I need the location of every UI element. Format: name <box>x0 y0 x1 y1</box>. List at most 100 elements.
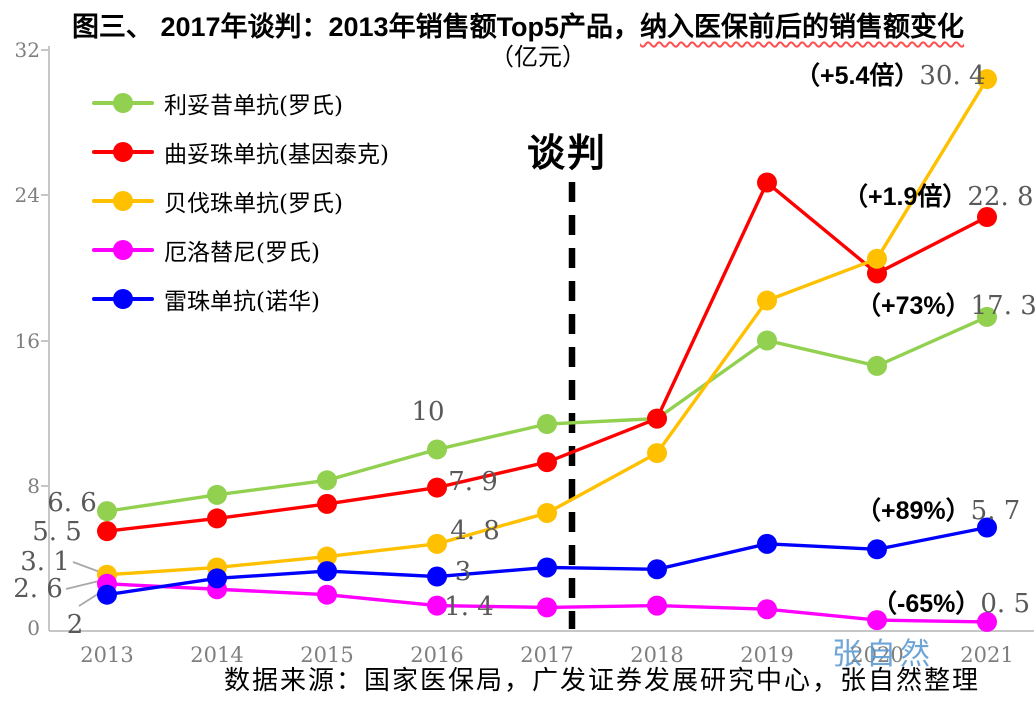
point-value-label: 7. 9 <box>448 467 498 497</box>
legend-label: 厄洛替尼(罗氏) <box>164 239 320 266</box>
data-point-marker <box>977 611 997 632</box>
growth-annotation-change: （+89%） <box>856 497 971 525</box>
leader-line <box>65 580 100 590</box>
data-point-marker <box>537 452 557 473</box>
data-point-marker <box>757 290 777 311</box>
growth-annotation: （+73%）17. 3 <box>856 286 1036 322</box>
data-point-marker <box>537 502 557 523</box>
y-axis-tick-label: 8 <box>27 474 40 498</box>
data-point-marker <box>537 414 557 435</box>
point-value-label: 3. 1 <box>20 547 70 577</box>
data-point-marker <box>647 595 667 616</box>
legend-marker-icon <box>92 92 154 113</box>
data-point-marker <box>317 546 337 567</box>
data-point-marker <box>867 355 887 376</box>
point-value-label: 1. 4 <box>444 592 494 622</box>
legend-item-ranibizumab: 雷珠单抗(诺华) <box>92 274 389 323</box>
data-point-marker <box>977 207 997 228</box>
growth-annotation-value: 22. 8 <box>967 182 1034 212</box>
data-point-marker <box>757 330 777 351</box>
data-point-marker <box>757 599 777 620</box>
point-value-label: 6. 6 <box>47 488 97 518</box>
data-point-marker <box>317 493 337 514</box>
growth-annotation: （-65%）0. 5 <box>872 584 1030 620</box>
legend: 利妥昔单抗(罗氏) 曲妥珠单抗(基因泰克) 贝伐珠单抗(罗氏) 厄洛替尼(罗氏)… <box>92 78 389 323</box>
data-point-marker <box>977 517 997 538</box>
data-point-marker <box>97 521 117 542</box>
data-point-marker <box>427 533 447 554</box>
x-axis-tick-label: 2013 <box>80 643 134 667</box>
data-point-marker <box>977 69 997 90</box>
data-point-marker <box>757 533 777 554</box>
growth-annotation-value: 5. 7 <box>970 496 1021 526</box>
chart-unit-subtitle: （亿元） <box>490 43 586 71</box>
data-point-marker <box>207 568 227 589</box>
x-axis-tick-label: 2021 <box>960 643 1014 667</box>
data-source-note: 数据来源：国家医保局，广发证券发展研究中心，张自然整理 <box>224 666 981 696</box>
growth-annotation: （+89%）5. 7 <box>856 491 1020 527</box>
growth-annotation: （+1.9倍）22. 8 <box>843 177 1034 213</box>
data-point-marker <box>97 501 117 522</box>
chart-title-prefix: 图三、 2017年谈判：2013年销售额Top5产品， <box>71 12 641 42</box>
y-axis-tick-label: 24 <box>14 183 40 207</box>
growth-annotation-change: （+1.9倍） <box>843 183 968 211</box>
legend-item-bevacizumab: 贝伐珠单抗(罗氏) <box>92 176 389 225</box>
legend-label: 利妥昔单抗(罗氏) <box>164 92 343 119</box>
point-value-label: 3 <box>454 557 472 587</box>
chart-title-underlined: 纳入医保前后的销售额变化 <box>640 12 965 42</box>
data-point-marker <box>427 439 447 460</box>
x-axis-tick-label: 2020 <box>850 643 904 667</box>
point-value-label: 2. 6 <box>13 574 63 604</box>
growth-annotation: （+5.4倍）30. 4 <box>795 56 986 92</box>
legend-marker-icon <box>92 288 154 309</box>
legend-item-trastuzumab: 曲妥珠单抗(基因泰克) <box>92 127 389 176</box>
data-point-marker <box>537 597 557 618</box>
legend-item-rituximab: 利妥昔单抗(罗氏) <box>92 78 389 127</box>
point-value-label: 2 <box>66 610 84 640</box>
data-point-marker <box>867 539 887 560</box>
data-point-marker <box>317 584 337 605</box>
data-point-marker <box>757 172 777 193</box>
growth-annotation-value: 30. 4 <box>919 61 986 91</box>
x-axis-tick-label: 2014 <box>190 643 244 667</box>
data-point-marker <box>427 566 447 587</box>
series-layer <box>97 69 997 632</box>
data-point-marker <box>427 595 447 616</box>
data-point-marker <box>207 508 227 529</box>
data-point-marker <box>317 470 337 491</box>
x-axis-tick-label: 2017 <box>520 643 574 667</box>
point-value-label: 5. 5 <box>32 517 82 547</box>
legend-label: 贝伐珠单抗(罗氏) <box>164 190 343 217</box>
growth-annotation-change: （+5.4倍） <box>795 62 920 90</box>
point-value-label: 10 <box>411 397 445 427</box>
data-point-marker <box>977 306 997 327</box>
legend-item-erlotinib: 厄洛替尼(罗氏) <box>92 225 389 274</box>
legend-label: 曲妥珠单抗(基因泰克) <box>164 141 389 168</box>
data-point-marker <box>647 559 667 580</box>
y-axis-tick-label: 0 <box>27 616 40 640</box>
legend-marker-icon <box>92 239 154 260</box>
chart-title: 图三、 2017年谈判：2013年销售额Top5产品，纳入医保前后的销售额变化 <box>0 5 1036 44</box>
y-axis-tick-label: 32 <box>14 38 40 62</box>
watermark: 张自然 <box>832 637 934 672</box>
x-axis-tick-label: 2016 <box>410 643 464 667</box>
negotiation-annotation: 谈判 <box>527 133 608 175</box>
data-point-marker <box>867 610 887 631</box>
legend-label: 雷珠单抗(诺华) <box>164 288 320 315</box>
data-point-marker <box>867 263 887 284</box>
data-point-marker <box>647 443 667 464</box>
data-point-marker <box>537 557 557 578</box>
data-point-marker <box>207 484 227 505</box>
data-point-marker <box>427 477 447 498</box>
growth-annotation-value: 0. 5 <box>980 589 1030 619</box>
growth-annotation-change: （+73%） <box>856 292 971 320</box>
data-point-marker <box>97 584 117 605</box>
legend-marker-icon <box>92 190 154 211</box>
data-point-marker <box>317 561 337 582</box>
data-point-marker <box>647 408 667 429</box>
x-axis-tick-label: 2019 <box>740 643 794 667</box>
growth-annotation-change: （-65%） <box>872 590 981 618</box>
data-point-marker <box>867 248 887 269</box>
growth-annotation-value: 17. 3 <box>970 291 1036 321</box>
